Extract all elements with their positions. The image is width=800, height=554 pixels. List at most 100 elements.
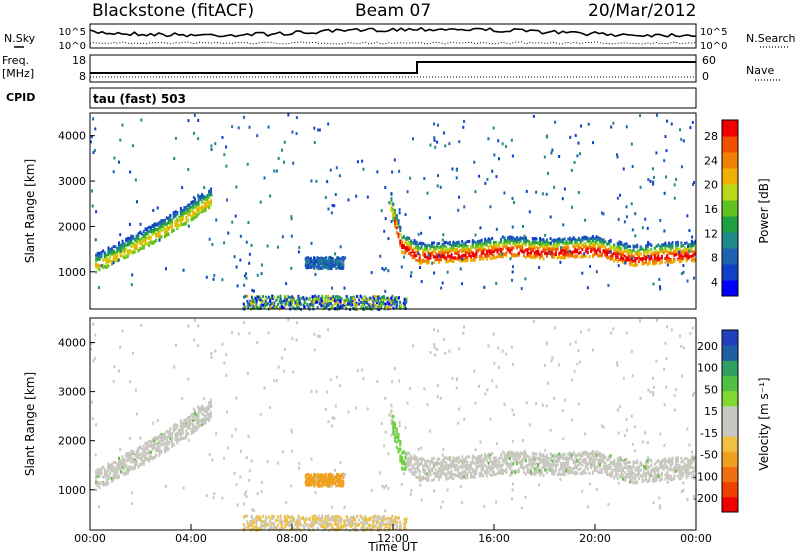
power-cell xyxy=(139,231,142,235)
cpid-value: tau (fast) 503 xyxy=(93,92,186,106)
power-cell xyxy=(280,302,283,306)
velocity-cell xyxy=(485,471,488,475)
velocity-cell xyxy=(130,449,133,453)
velocity-cell xyxy=(158,441,161,445)
velocity-cell xyxy=(464,456,467,460)
power-cell xyxy=(591,246,594,250)
velocity-cell xyxy=(148,444,151,448)
power-cell xyxy=(384,267,387,271)
velocity-cell xyxy=(593,465,596,469)
power-cell xyxy=(507,238,510,242)
velocity-cell xyxy=(209,400,212,404)
power-cell xyxy=(317,294,320,298)
velocity-cell xyxy=(432,471,435,475)
power-cell xyxy=(321,266,324,270)
velocity-cell xyxy=(473,475,476,479)
power-cell xyxy=(679,128,682,132)
station-title: Blackstone (fitACF) xyxy=(92,1,255,21)
power-cell xyxy=(431,252,434,256)
power-cell xyxy=(194,202,197,206)
power-cell xyxy=(445,250,448,254)
velocity-cell xyxy=(390,414,393,418)
velocity-cell xyxy=(195,428,198,432)
power-cell xyxy=(128,236,131,240)
velocity-cell xyxy=(158,448,161,452)
power-cell xyxy=(685,241,688,245)
power-cell xyxy=(144,232,147,236)
power-cell xyxy=(298,246,301,250)
velocity-cell xyxy=(544,468,547,472)
power-cell xyxy=(110,251,113,255)
velocity-cell xyxy=(202,419,205,423)
power-cell xyxy=(474,190,477,194)
power-cell xyxy=(639,185,642,189)
power-cell xyxy=(290,215,293,219)
velocity-cell xyxy=(491,452,494,456)
power-cell xyxy=(609,238,612,242)
power-cell xyxy=(379,304,382,308)
velocity-cell xyxy=(561,462,564,466)
date-label: 20/Mar/2012 xyxy=(588,1,697,21)
velocity-cell xyxy=(572,471,575,475)
power-cell xyxy=(167,226,170,230)
power-cell xyxy=(480,254,483,258)
power-cell xyxy=(339,260,342,264)
power-cell xyxy=(514,243,517,247)
power-cell xyxy=(152,208,155,212)
power-cell xyxy=(653,252,656,256)
power-cell xyxy=(447,252,450,256)
power-cell xyxy=(208,191,211,195)
velocity-cell xyxy=(546,456,549,460)
power-cell xyxy=(580,124,583,128)
power-cell xyxy=(509,257,512,261)
power-cell xyxy=(139,222,142,226)
power-cell xyxy=(420,231,423,235)
power-cell xyxy=(102,264,105,268)
power-cell xyxy=(107,257,110,261)
velocity-cell xyxy=(141,462,144,466)
velocity-cell xyxy=(448,463,451,467)
power-cell xyxy=(98,255,101,259)
power-cell xyxy=(441,238,444,242)
velocity-cell xyxy=(531,455,534,459)
power-cell xyxy=(256,134,259,138)
power-cell xyxy=(477,242,480,246)
power-cell xyxy=(559,260,562,264)
power-cell xyxy=(244,294,247,298)
power-cell xyxy=(682,249,685,253)
velocity-cell xyxy=(572,451,575,455)
power-cell xyxy=(648,258,651,262)
power-cell xyxy=(413,256,416,260)
power-cell xyxy=(260,300,263,304)
power-cell xyxy=(459,267,462,271)
power-cell xyxy=(646,255,649,259)
velocity-cell xyxy=(192,414,195,418)
power-cell xyxy=(643,255,646,259)
power-cell xyxy=(390,301,393,305)
velocity-cell xyxy=(441,466,444,470)
velocity-cell xyxy=(399,447,402,451)
power-cell xyxy=(213,273,216,277)
power-cell xyxy=(639,247,642,251)
power-cell xyxy=(480,251,483,255)
power-cell xyxy=(660,256,663,260)
power-cell xyxy=(669,247,672,251)
velocity-cell xyxy=(206,416,209,420)
power-cell xyxy=(190,205,193,209)
velocity-cell xyxy=(501,450,504,454)
power-cell xyxy=(455,168,458,172)
power-cell xyxy=(251,306,254,310)
velocity-cell xyxy=(209,398,212,402)
velocity-cell xyxy=(457,470,460,474)
velocity-cell xyxy=(123,467,126,471)
power-cell xyxy=(409,246,412,250)
power-cell xyxy=(563,252,566,256)
power-cell xyxy=(512,253,515,257)
velocity-cell xyxy=(185,424,188,428)
power-cell xyxy=(673,183,676,187)
power-cell xyxy=(387,305,390,309)
power-cell xyxy=(572,236,575,240)
power-cell xyxy=(607,239,610,243)
velocity-cell xyxy=(454,464,457,468)
power-cell xyxy=(192,213,195,217)
